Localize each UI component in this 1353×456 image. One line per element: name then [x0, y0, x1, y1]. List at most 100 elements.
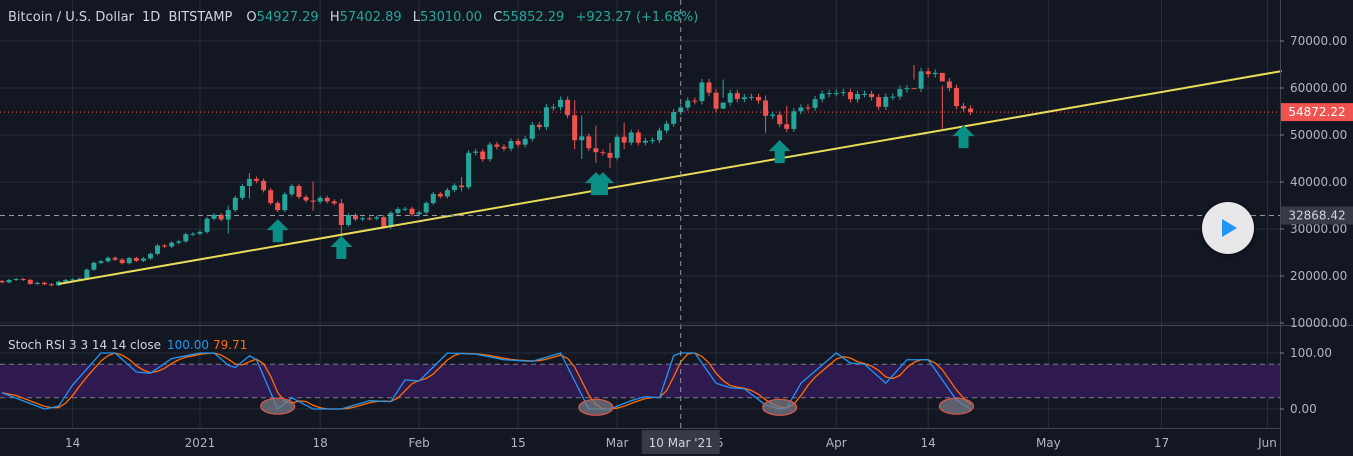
candle-body — [953, 88, 959, 107]
candle-body — [77, 278, 83, 280]
stoch-tick-label: 100.00 — [1290, 346, 1332, 360]
candle-body — [254, 178, 260, 181]
candle — [48, 283, 54, 287]
candle-body — [197, 231, 203, 234]
up-arrow-icon — [952, 125, 975, 149]
candle — [133, 256, 139, 263]
candle — [204, 216, 210, 234]
candle-body — [155, 245, 161, 254]
candle — [105, 256, 111, 263]
candle — [763, 95, 769, 133]
price-tick-label: 60000.00 — [1290, 81, 1347, 95]
candle-body — [303, 196, 309, 201]
candle — [289, 183, 295, 197]
candle-body — [473, 151, 479, 153]
candle-body — [543, 107, 549, 128]
candle — [310, 181, 316, 211]
candle-body — [409, 208, 415, 215]
candle-body — [961, 106, 967, 109]
candle — [968, 105, 974, 116]
trendline[interactable] — [58, 70, 1282, 285]
candle-body — [572, 115, 578, 141]
candle-body — [353, 215, 358, 220]
candle-body — [847, 92, 853, 100]
candle — [932, 69, 938, 78]
candle-body — [324, 197, 330, 202]
candle-body — [34, 282, 40, 284]
stoch-axis[interactable]: 100.00 0.00 — [1280, 346, 1332, 416]
candle-body — [112, 257, 118, 260]
candle — [338, 198, 344, 235]
candle-body — [649, 140, 655, 142]
candle — [777, 111, 783, 128]
candle-body — [289, 185, 295, 195]
candle-body — [437, 193, 443, 197]
candle-body — [162, 245, 168, 247]
candle-body — [423, 203, 429, 213]
candle-body — [338, 203, 344, 226]
candle — [119, 258, 125, 265]
candle-body — [911, 88, 917, 90]
candle-body — [27, 279, 33, 284]
up-arrow-icon — [330, 236, 353, 260]
candle-body — [13, 279, 19, 281]
candle — [409, 206, 415, 217]
candle — [324, 195, 330, 204]
price-tick-label: 10000.00 — [1290, 316, 1347, 330]
candle-body — [657, 130, 663, 141]
candle — [791, 108, 797, 132]
candle-body — [317, 197, 323, 202]
candle-body — [565, 99, 571, 116]
candle-body — [119, 259, 125, 264]
candle — [466, 150, 472, 190]
candle — [770, 111, 776, 119]
candle-body — [98, 261, 104, 263]
price-tick-label: 50000.00 — [1290, 128, 1347, 142]
candle — [430, 191, 436, 206]
candle-body — [232, 197, 238, 211]
candle-body — [310, 200, 316, 202]
candle — [883, 93, 889, 110]
candle — [593, 125, 599, 163]
stoch-legend[interactable]: Stoch RSI 3 3 14 14 close 100.00 79.71 — [8, 338, 247, 352]
candle — [345, 213, 351, 227]
candle — [331, 199, 337, 206]
candle-body — [296, 185, 302, 197]
low-value: 53010.00 — [420, 10, 483, 25]
symbol-name: Bitcoin / U.S. Dollar — [8, 10, 134, 25]
candle — [876, 93, 882, 110]
candle-body — [819, 93, 825, 100]
candle-body — [536, 124, 542, 128]
candle — [890, 93, 896, 101]
candle — [246, 173, 252, 199]
candle-body — [869, 93, 875, 98]
candle — [459, 177, 465, 192]
candle — [239, 183, 245, 200]
symbol-legend[interactable]: Bitcoin / U.S. Dollar 1D BITSTAMP O54927… — [8, 10, 705, 25]
candle — [303, 194, 309, 203]
highlight-circle — [762, 398, 798, 416]
crosshair-price-value: 32868.42 — [1288, 209, 1345, 223]
candle — [416, 210, 422, 217]
close-value: 55852.29 — [502, 10, 565, 25]
candle — [91, 261, 97, 271]
time-axis[interactable]: 14202118Feb15Mar15Apr14May17Jun — [65, 436, 1277, 450]
candle — [494, 141, 500, 150]
candle — [579, 115, 585, 159]
candle — [854, 90, 860, 103]
candle-body — [671, 112, 677, 124]
price-axis[interactable]: 70000.00 60000.00 50000.00 40000.00 30000.00… — [1280, 34, 1347, 330]
candle-body — [268, 190, 274, 203]
candle-body — [211, 214, 217, 219]
play-button[interactable] — [1202, 202, 1254, 254]
crosshair-date-value: 10 Mar '21 — [649, 436, 713, 450]
candle — [6, 278, 12, 284]
candle-body — [635, 132, 641, 143]
candle-body — [763, 100, 769, 116]
candle — [734, 89, 740, 103]
candle-body — [784, 124, 790, 129]
candle — [508, 138, 514, 152]
candle — [112, 256, 118, 261]
candle-body — [862, 93, 868, 95]
